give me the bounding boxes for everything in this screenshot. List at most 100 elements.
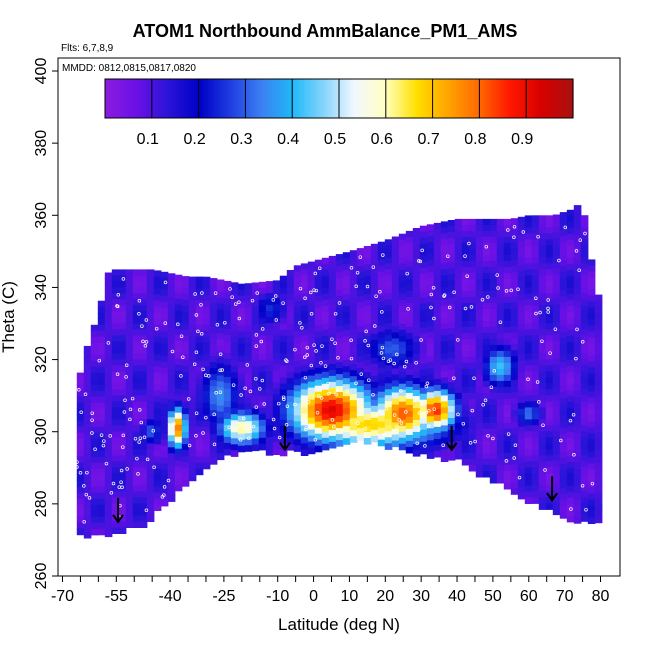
heatmap-cell: [559, 248, 568, 255]
heatmap-cell: [391, 248, 400, 256]
heatmap-cell: [90, 378, 99, 386]
heatmap-cell: [279, 389, 288, 397]
heatmap-cell: [496, 224, 505, 232]
heatmap-cell: [559, 440, 568, 447]
heatmap-cell: [76, 420, 85, 428]
heatmap-cell: [426, 404, 435, 411]
heatmap-cell: [517, 252, 526, 260]
heatmap-cell: [97, 528, 106, 536]
heatmap-cell: [293, 289, 302, 296]
heatmap-cell: [139, 281, 148, 288]
heatmap-cell: [132, 479, 141, 486]
heatmap-cell: [426, 296, 435, 303]
heatmap-cell: [419, 321, 428, 329]
heatmap-cell: [545, 281, 554, 288]
heatmap-cell: [181, 456, 190, 463]
heatmap-cell: [125, 437, 134, 444]
sample-point: [397, 418, 401, 422]
heatmap-cell: [181, 276, 190, 283]
heatmap-cell: [146, 293, 155, 300]
heatmap-cell: [405, 416, 414, 424]
heatmap-cell: [111, 455, 120, 462]
heatmap-cell: [524, 455, 533, 462]
heatmap-cell: [580, 233, 589, 240]
sample-point: [512, 456, 516, 460]
heatmap-cell: [272, 448, 281, 455]
heatmap-cell: [272, 394, 281, 401]
heatmap-cell: [545, 365, 554, 372]
heatmap-cell: [573, 385, 582, 392]
heatmap-cell: [356, 308, 365, 315]
heatmap-cell: [279, 413, 288, 421]
heatmap-cell: [104, 494, 113, 502]
heatmap-cell: [307, 297, 316, 305]
colorbar-tick-label: 0.1: [137, 131, 159, 148]
colorbar-swatch: [149, 79, 153, 118]
heatmap-cell: [146, 425, 155, 432]
heatmap-cell: [405, 338, 414, 346]
heatmap-cell: [587, 517, 596, 524]
sample-point: [326, 381, 330, 386]
heatmap-cell: [230, 324, 239, 331]
heatmap-cell: [559, 230, 568, 237]
heatmap-cell: [503, 464, 512, 472]
heatmap-cell: [552, 346, 561, 354]
heatmap-cell: [559, 458, 568, 465]
heatmap-cell: [118, 269, 127, 276]
heatmap-cell: [447, 268, 456, 275]
heatmap-cell: [447, 418, 456, 425]
heatmap-cell: [153, 282, 162, 289]
heatmap-cell: [328, 381, 337, 389]
heatmap-cell: [433, 438, 442, 446]
heatmap-cell: [468, 458, 477, 466]
heatmap-cell: [454, 386, 463, 394]
heatmap-cell: [335, 302, 344, 309]
heatmap-cell: [104, 326, 113, 334]
heatmap-cell: [237, 439, 246, 447]
heatmap-cell: [104, 374, 113, 382]
heatmap-cell: [580, 281, 589, 288]
heatmap-cell: [461, 392, 470, 400]
heatmap-cell: [440, 269, 449, 276]
heatmap-cell: [153, 306, 162, 313]
heatmap-cell: [384, 305, 393, 312]
heatmap-cell: [321, 377, 330, 385]
heatmap-cell: [188, 312, 197, 320]
heatmap-cell: [391, 344, 400, 352]
colorbar-swatch: [374, 79, 378, 118]
heatmap-cell: [195, 288, 204, 296]
heatmap-cell: [174, 478, 183, 486]
heatmap-cell: [118, 437, 127, 444]
heatmap-cell: [307, 399, 316, 407]
heatmap-cell: [237, 445, 246, 453]
colorbar-swatch: [477, 79, 480, 118]
heatmap-cell: [265, 311, 274, 318]
heatmap-cell: [440, 221, 449, 228]
heatmap-cell: [167, 387, 176, 394]
heatmap-cell: [146, 443, 155, 450]
heatmap-cell: [419, 267, 428, 275]
sample-point: [334, 392, 338, 397]
heatmap-cell: [314, 289, 323, 297]
heatmap-cell: [370, 339, 379, 347]
heatmap-cell: [300, 341, 309, 348]
heatmap-cell: [545, 329, 554, 336]
heatmap-cell: [286, 276, 295, 283]
heatmap-cell: [398, 245, 407, 253]
heatmap-cell: [286, 366, 295, 373]
heatmap-cell: [104, 434, 113, 442]
heatmap-cell: [76, 468, 85, 476]
heatmap-cell: [293, 421, 302, 428]
heatmap-cell: [552, 238, 561, 246]
sample-point: [364, 329, 368, 334]
heatmap-cell: [573, 307, 582, 314]
heatmap-cell: [447, 340, 456, 347]
heatmap-cell: [321, 317, 330, 325]
sample-point: [441, 443, 445, 447]
colorbar-swatch: [542, 79, 546, 118]
heatmap-cell: [237, 403, 246, 411]
heatmap-cell: [153, 420, 162, 427]
heatmap-cell: [321, 359, 330, 367]
heatmap-cell: [559, 476, 568, 483]
heatmap-cell: [223, 388, 232, 396]
